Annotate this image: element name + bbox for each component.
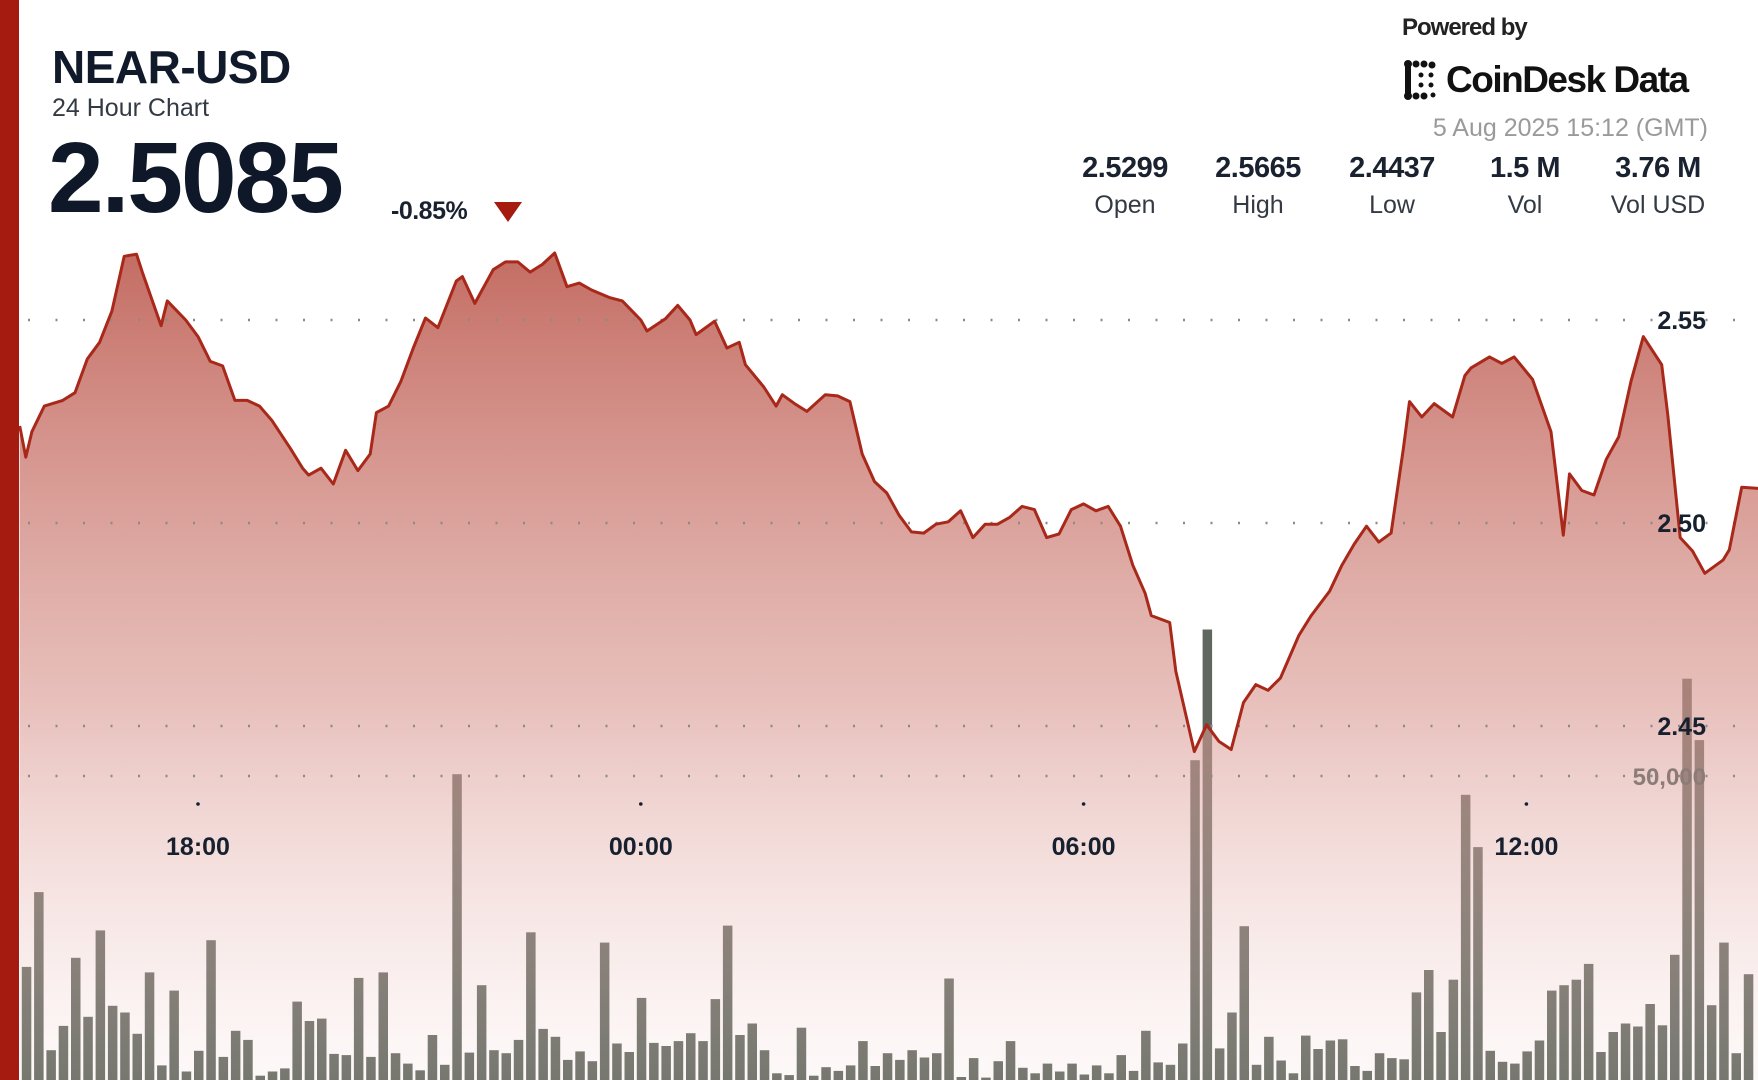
stat-value: 2.5665	[1215, 152, 1301, 184]
stat-label: Low	[1369, 191, 1415, 219]
stat-label: Open	[1094, 191, 1156, 219]
x-tick-label: 12:00	[1494, 833, 1558, 861]
stats-row: 2.5299 Open 2.5665 High 2.4437 Low 1.5 M…	[0, 152, 1758, 232]
x-tick-label: 06:00	[1052, 833, 1116, 861]
price-change: -0.85%	[391, 197, 468, 225]
x-tick-mark	[1081, 802, 1086, 806]
stat-label: Vol	[1507, 191, 1543, 219]
stat-low: 2.4437 Low	[1327, 152, 1457, 220]
stat-value: 2.4437	[1349, 152, 1435, 184]
stat-label: Vol USD	[1610, 191, 1706, 219]
timestamp: 5 Aug 2025 15:12 (GMT)	[1432, 114, 1708, 142]
x-tick-label: 00:00	[609, 833, 673, 861]
y-tick-label: 2.55	[1657, 307, 1706, 335]
volume-tick-label: 50,000	[1633, 764, 1706, 791]
stat-open: 2.5299 Open	[1060, 152, 1190, 220]
x-tick-label: 18:00	[166, 833, 230, 861]
axis-labels: 2.55 2.50 2.45 50,000 18:00 00:00 06:00 12:00	[166, 307, 1706, 861]
coindesk-data-logo: CoinDesk Data	[1402, 58, 1689, 102]
x-tick-mark	[639, 802, 643, 806]
stat-vol-usd: 3.76 M Vol USD	[1593, 152, 1723, 220]
chart-subtitle: 24 Hour Chart	[52, 94, 210, 122]
x-tick-mark	[1524, 802, 1529, 806]
stat-value: 3.76 M	[1615, 152, 1701, 184]
brand-name: CoinDesk Data	[1446, 59, 1689, 100]
stat-value: 1.5 M	[1489, 152, 1561, 184]
stat-value: 2.5299	[1082, 152, 1168, 184]
stat-label: High	[1232, 191, 1284, 219]
y-tick-label: 2.45	[1657, 713, 1706, 741]
coindesk-logo-icon	[1404, 60, 1436, 100]
price-area	[19, 253, 1758, 1080]
y-tick-label: 2.50	[1657, 510, 1706, 538]
stat-high: 2.5665 High	[1193, 152, 1323, 220]
x-tick-mark	[196, 802, 200, 806]
powered-by-label: Powered by	[1402, 14, 1528, 41]
price-line	[18, 251, 1758, 754]
accent-bar	[0, 0, 19, 1080]
current-price: 2.5085	[48, 122, 344, 234]
stat-vol: 1.5 M Vol	[1460, 152, 1590, 220]
down-triangle-icon	[494, 202, 522, 222]
page-title: NEAR-USD	[52, 41, 291, 93]
